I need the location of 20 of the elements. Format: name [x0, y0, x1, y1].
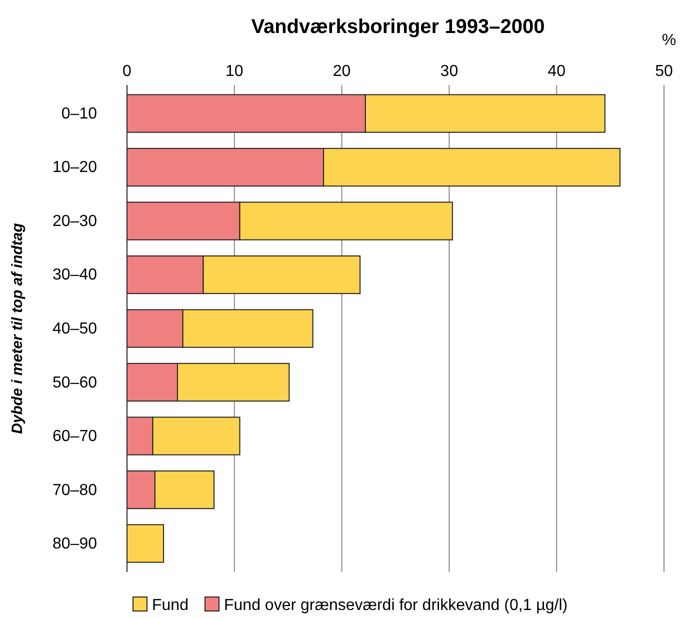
x-tick-label: 10 [226, 63, 244, 80]
legend-label: Fund over grænseværdi for drikkevand (0,1 µg/l) [224, 597, 568, 614]
y-tick-label: 0–10 [61, 105, 98, 122]
chart-title: Vandværksboringer 1993–2000 [251, 16, 545, 38]
x-axis-title: % [662, 32, 676, 49]
y-tick-label: 40–50 [52, 320, 98, 338]
y-tick-label: 80–90 [52, 536, 98, 553]
y-tick-label: 70–80 [52, 482, 98, 499]
x-tick-label: 0 [122, 63, 132, 80]
y-tick-label: 20–30 [52, 212, 98, 230]
y-tick-label: 60–70 [52, 428, 98, 446]
x-tick-label: 20 [332, 63, 351, 80]
y-tick-label: 10–20 [52, 159, 98, 176]
legend-label: Fund [152, 597, 188, 614]
x-tick-label: 30 [440, 63, 458, 80]
x-tick-label: 50 [655, 63, 673, 80]
y-axis-title: Dybde i meter til top af indtag [9, 223, 26, 434]
x-tick-label: 40 [548, 63, 566, 80]
y-tick-label: 50–60 [52, 374, 98, 392]
y-tick-label: 30–40 [52, 266, 98, 284]
